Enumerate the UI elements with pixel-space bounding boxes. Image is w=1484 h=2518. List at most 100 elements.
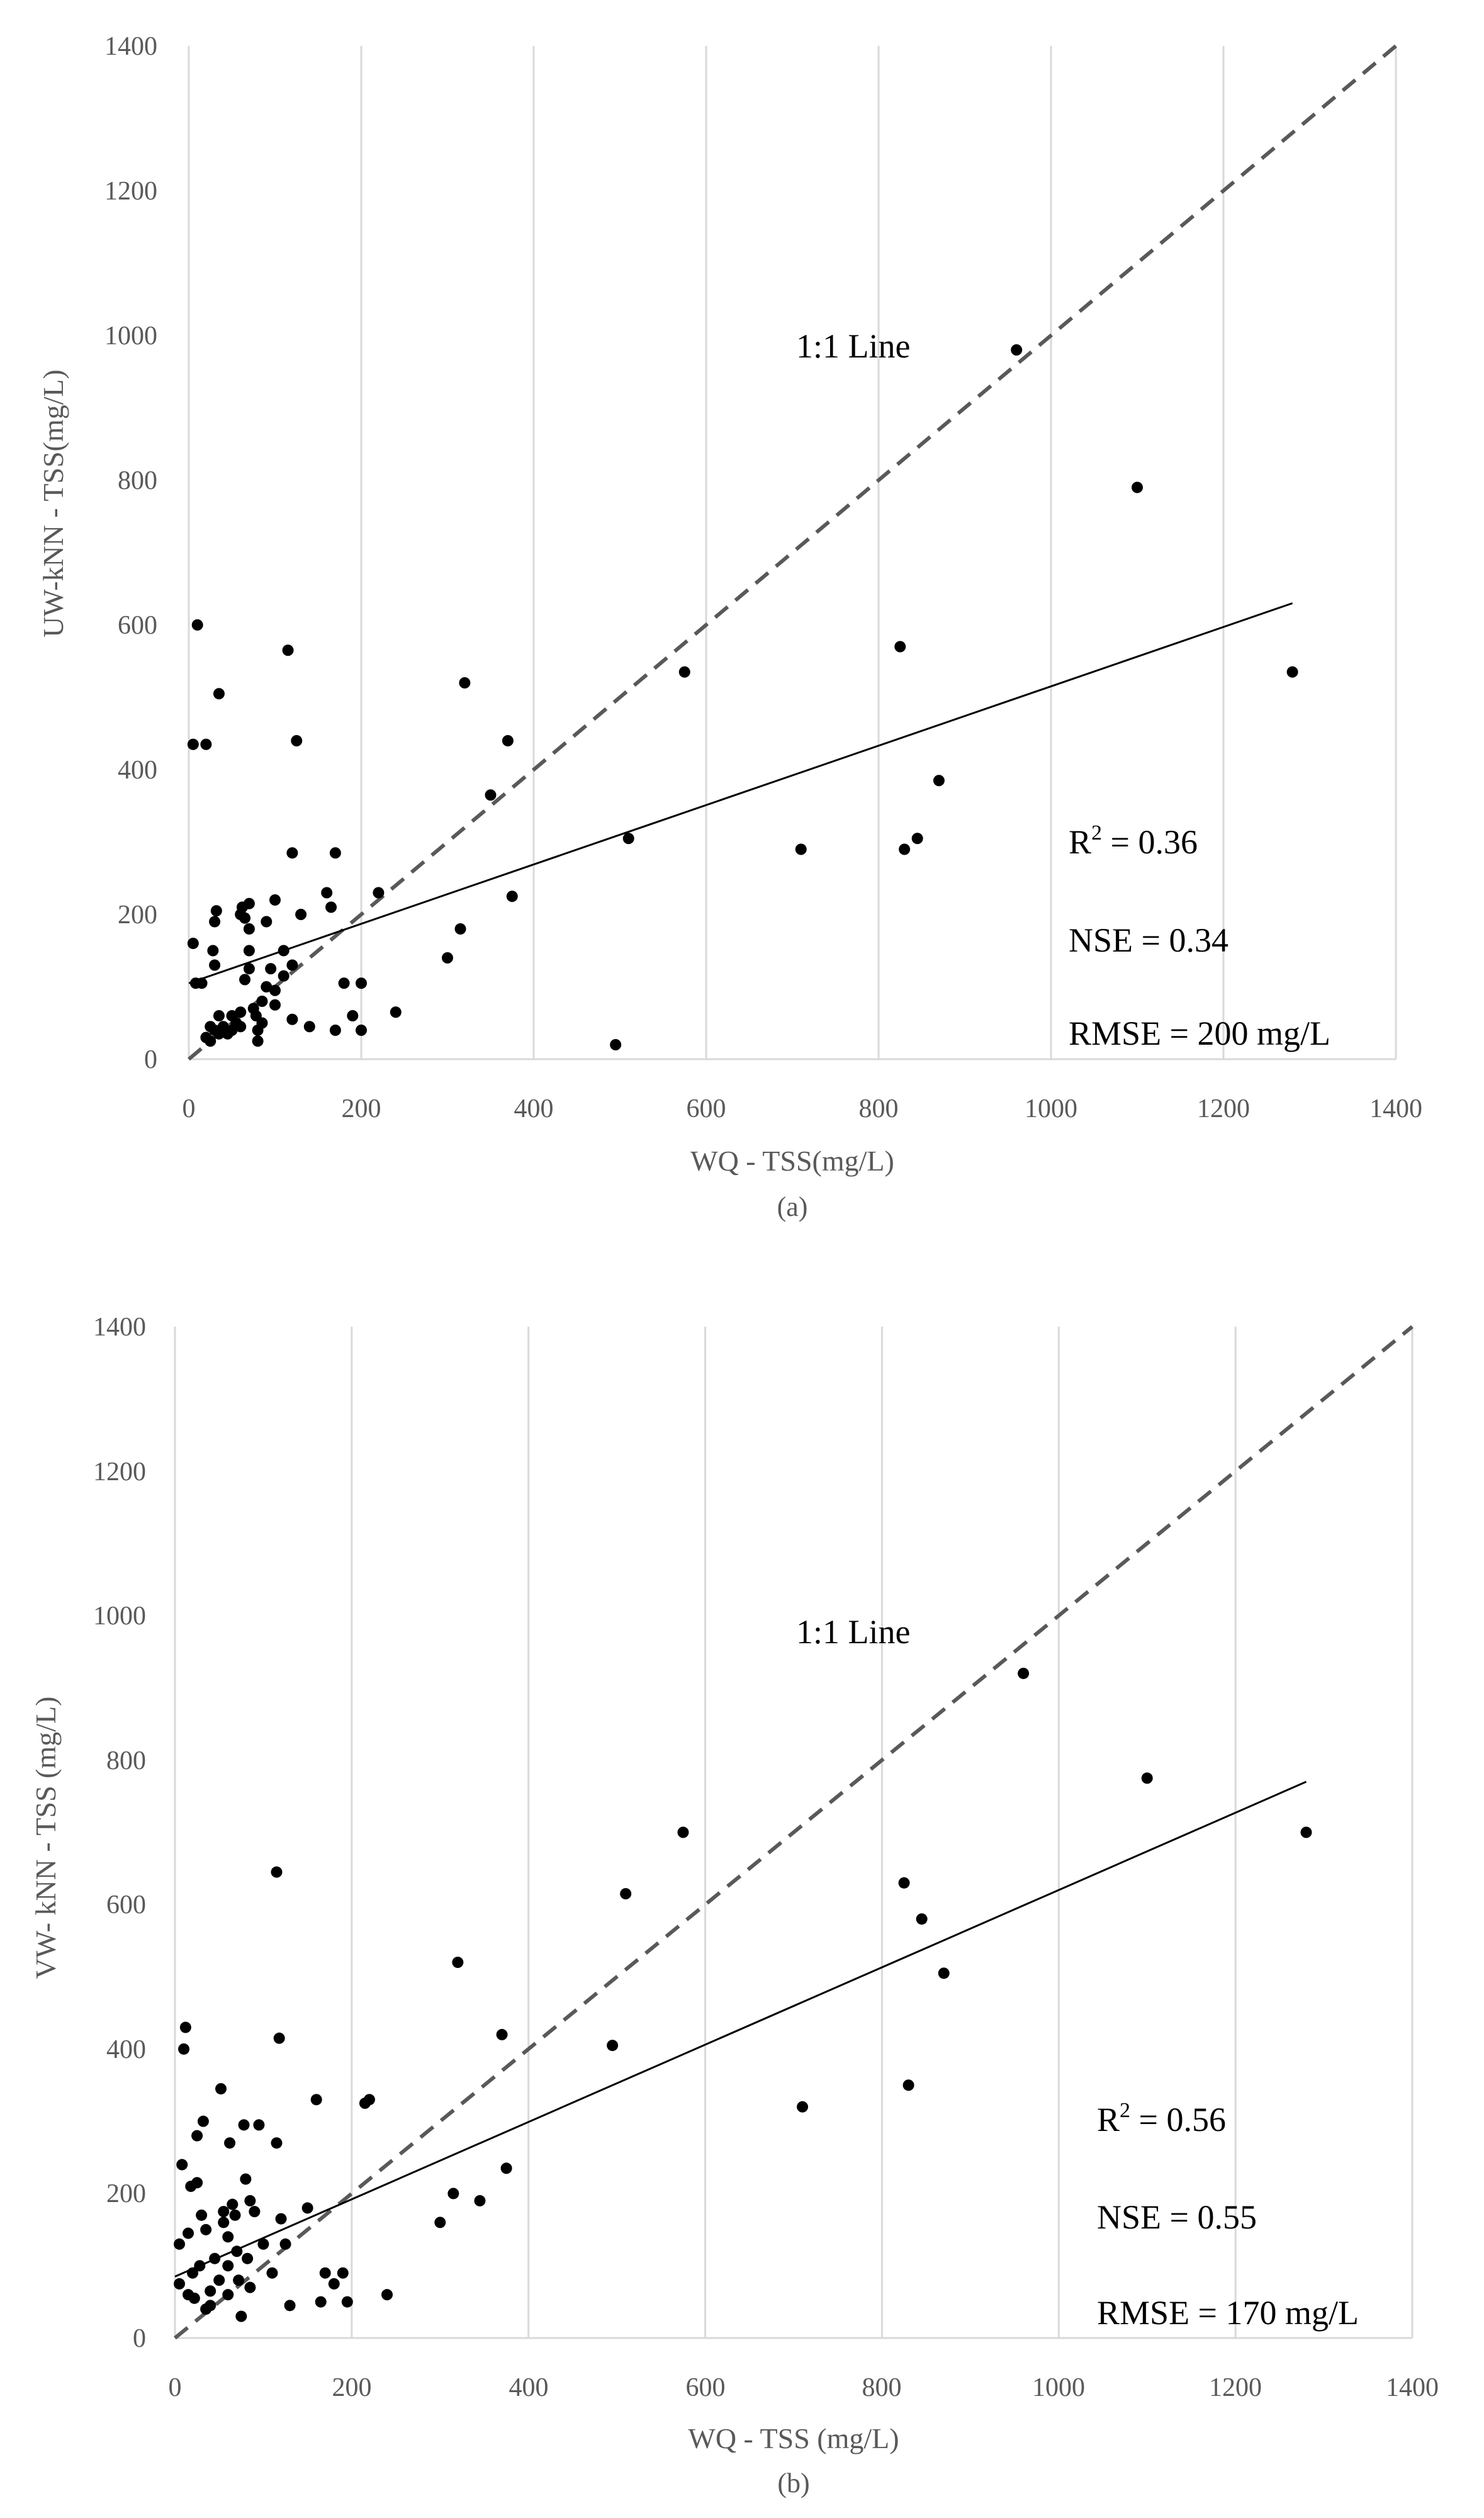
y-tick-label: 600 [106,1891,146,1919]
data-point [902,2079,914,2091]
data-point [222,2260,234,2272]
data-point [911,833,923,845]
data-point [213,2274,225,2286]
nse-label-b: NSE = 0.55 [1097,2198,1257,2236]
x-tick-label: 0 [169,2373,182,2402]
data-point [1300,1826,1312,1838]
data-point [898,1877,910,1889]
data-point [278,970,289,982]
data-point [243,897,255,909]
data-point [238,2119,250,2131]
x-tick-label: 400 [514,1094,554,1123]
data-point [242,2252,254,2264]
data-point [256,1017,268,1029]
data-point [174,2238,186,2250]
data-point [459,677,471,689]
x-tick-label: 800 [862,2373,902,2402]
data-point [1018,1667,1030,1679]
data-point [252,1035,264,1047]
data-point [933,775,945,787]
x-tick-label: 1400 [1386,2373,1439,2402]
data-point [329,1025,341,1036]
data-point [678,666,690,678]
chart-panel-b: 0 200 400 600 800 1000 1200 1400 0 200 4… [30,1313,1439,2498]
x-tick-label: 600 [686,2373,726,2402]
data-point [209,2252,221,2264]
data-point [207,945,219,957]
grid-lines-b [174,1327,1414,2338]
data-point [218,2206,230,2218]
scatter-points-b [174,1667,1312,2322]
data-point [215,2082,227,2094]
data-point [213,1010,225,1021]
data-point [447,2188,459,2200]
rmse-label-a: RMSE = 200 mg/L [1069,1015,1330,1052]
x-tick-labels-b: 0 200 400 600 800 1000 1200 1400 [169,2373,1439,2402]
data-point [235,1021,247,1033]
x-tick-label: 800 [859,1094,899,1123]
x-axis-title-b: WQ - TSS (mg/L) [688,2422,899,2454]
one-to-one-line-a [188,44,1397,1061]
trendline-b [174,1780,1307,2278]
data-point [1132,481,1143,493]
data-point [176,2159,188,2171]
data-point [231,2245,243,2257]
data-point [328,2278,340,2290]
data-point [256,996,268,1007]
data-point [303,1021,315,1033]
data-point [191,2177,203,2189]
data-point [894,641,906,653]
y-tick-label: 1000 [104,322,157,351]
data-point [196,977,208,989]
data-point [325,901,337,913]
data-point [275,2213,287,2225]
data-point [502,735,514,746]
data-point [620,1888,632,1900]
data-point [899,843,911,855]
y-tick-label: 1400 [104,32,157,61]
data-point [381,2289,393,2301]
y-tick-label: 1200 [93,1458,146,1487]
data-point [235,1006,247,1018]
x-tick-label: 1200 [1197,1094,1250,1123]
rmse-label-b: RMSE = 170 mg/L [1097,2294,1359,2332]
one-to-one-line-b [174,1325,1414,2340]
data-point [244,2195,256,2206]
data-point [607,2040,619,2052]
data-point [249,2206,261,2218]
y-tick-label: 1000 [93,1602,146,1631]
data-point [213,688,225,700]
data-point [209,959,221,971]
y-tick-label: 600 [118,611,157,640]
r-squared-label-a: R2 = 0.36 [1069,821,1198,861]
data-point [341,2296,353,2308]
data-point [222,2231,234,2243]
data-point [188,2292,200,2304]
x-tick-labels-a: 0 200 400 600 800 1000 1200 1400 [183,1094,1423,1123]
data-point [227,2198,239,2210]
data-point [244,2281,256,2293]
data-point [390,1006,402,1018]
data-point [197,2115,209,2127]
data-point [205,2285,216,2297]
data-point [356,977,367,989]
data-point [329,847,341,859]
x-tick-label: 1000 [1025,1094,1077,1123]
data-point [253,2119,265,2131]
data-point [1286,666,1298,678]
data-point [269,894,281,906]
y-tick-label: 800 [106,1746,146,1775]
y-tick-label: 200 [118,901,157,930]
chart-panel-a: 0 200 400 600 800 1000 1200 1400 0 200 4… [37,32,1422,1222]
panel-label-a: (a) [777,1191,808,1222]
data-point [286,959,298,971]
data-point [261,981,273,992]
data-point [500,2162,512,2174]
data-point [485,789,497,801]
data-point [622,833,634,845]
data-point [373,887,385,899]
data-point [233,2274,245,2286]
y-axis-title-a: UW-kNN - TSS(mg/L) [37,369,69,638]
x-tick-label: 400 [509,2373,549,2402]
